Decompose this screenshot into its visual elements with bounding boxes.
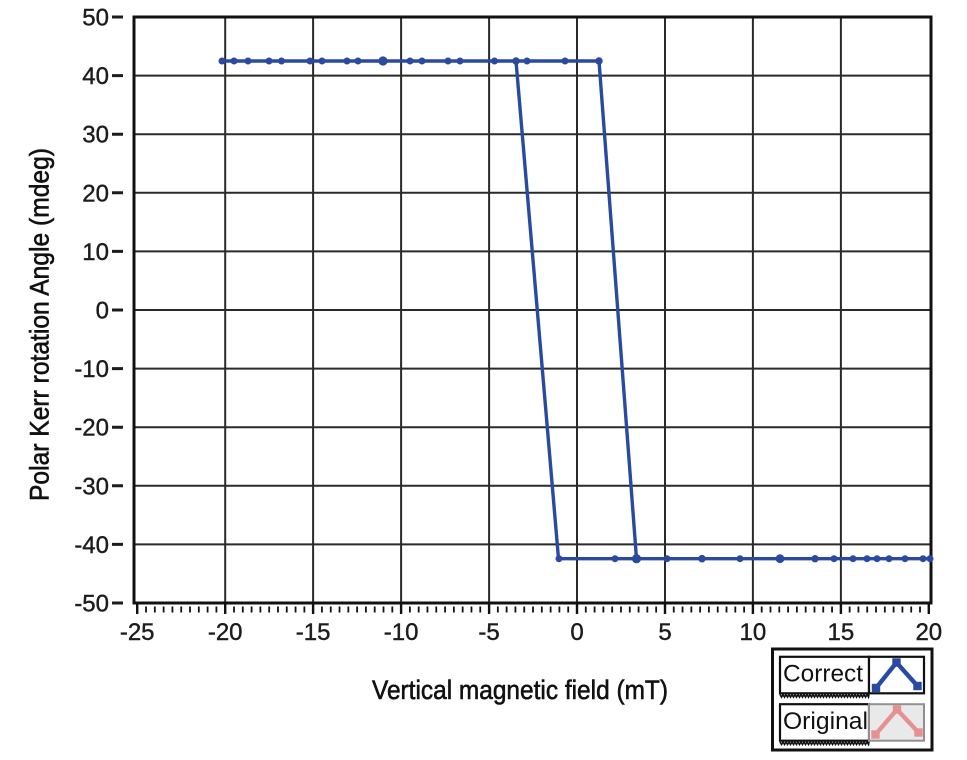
svg-text:15: 15 bbox=[828, 619, 855, 646]
svg-text:10: 10 bbox=[82, 239, 109, 266]
svg-text:20: 20 bbox=[82, 180, 109, 207]
svg-text:10: 10 bbox=[740, 619, 767, 646]
svg-text:30: 30 bbox=[82, 122, 109, 149]
svg-text:-50: -50 bbox=[74, 591, 109, 618]
svg-text:-10: -10 bbox=[384, 619, 419, 646]
svg-text:-40: -40 bbox=[74, 532, 109, 559]
svg-text:-30: -30 bbox=[74, 473, 109, 500]
svg-text:Polar Kerr rotation Angle (mde: Polar Kerr rotation Angle (mdeg) bbox=[25, 148, 55, 501]
svg-text:Correct: Correct bbox=[783, 661, 863, 688]
svg-text:0: 0 bbox=[570, 619, 583, 646]
svg-text:50: 50 bbox=[82, 5, 109, 32]
svg-text:-25: -25 bbox=[120, 619, 155, 646]
svg-text:-15: -15 bbox=[296, 619, 331, 646]
svg-text:Vertical magnetic field (mT): Vertical magnetic field (mT) bbox=[372, 675, 668, 705]
svg-text:5: 5 bbox=[658, 619, 671, 646]
svg-text:20: 20 bbox=[915, 619, 942, 646]
svg-text:-20: -20 bbox=[74, 415, 109, 442]
svg-text:40: 40 bbox=[82, 63, 109, 90]
svg-text:-20: -20 bbox=[208, 619, 243, 646]
svg-text:-5: -5 bbox=[478, 619, 499, 646]
svg-text:-10: -10 bbox=[74, 356, 109, 383]
svg-text:Original: Original bbox=[783, 708, 868, 735]
svg-text:0: 0 bbox=[96, 298, 109, 325]
